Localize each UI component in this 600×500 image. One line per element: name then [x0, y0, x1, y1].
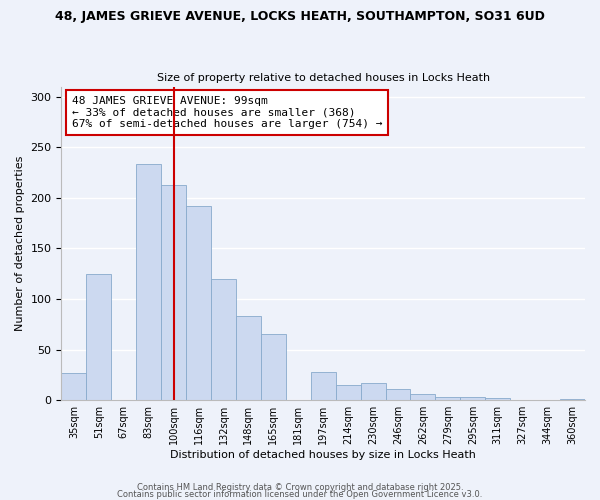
Bar [211, 279, 236, 400]
Text: Contains public sector information licensed under the Open Government Licence v3: Contains public sector information licen… [118, 490, 482, 499]
Bar [86, 274, 111, 400]
Title: Size of property relative to detached houses in Locks Heath: Size of property relative to detached ho… [157, 73, 490, 83]
Bar [386, 389, 410, 400]
Text: 48 JAMES GRIEVE AVENUE: 99sqm
← 33% of detached houses are smaller (368)
67% of : 48 JAMES GRIEVE AVENUE: 99sqm ← 33% of d… [72, 96, 382, 129]
Bar [186, 206, 211, 400]
Bar [136, 164, 161, 400]
Bar [261, 334, 286, 400]
Bar [335, 385, 361, 400]
Bar [361, 383, 386, 400]
Bar [485, 398, 510, 400]
Text: 48, JAMES GRIEVE AVENUE, LOCKS HEATH, SOUTHAMPTON, SO31 6UD: 48, JAMES GRIEVE AVENUE, LOCKS HEATH, SO… [55, 10, 545, 23]
Bar [436, 397, 460, 400]
Bar [236, 316, 261, 400]
X-axis label: Distribution of detached houses by size in Locks Heath: Distribution of detached houses by size … [170, 450, 476, 460]
Y-axis label: Number of detached properties: Number of detached properties [15, 156, 25, 331]
Bar [311, 372, 335, 400]
Bar [410, 394, 436, 400]
Bar [161, 184, 186, 400]
Bar [560, 399, 585, 400]
Bar [460, 397, 485, 400]
Bar [61, 373, 86, 400]
Text: Contains HM Land Registry data © Crown copyright and database right 2025.: Contains HM Land Registry data © Crown c… [137, 484, 463, 492]
